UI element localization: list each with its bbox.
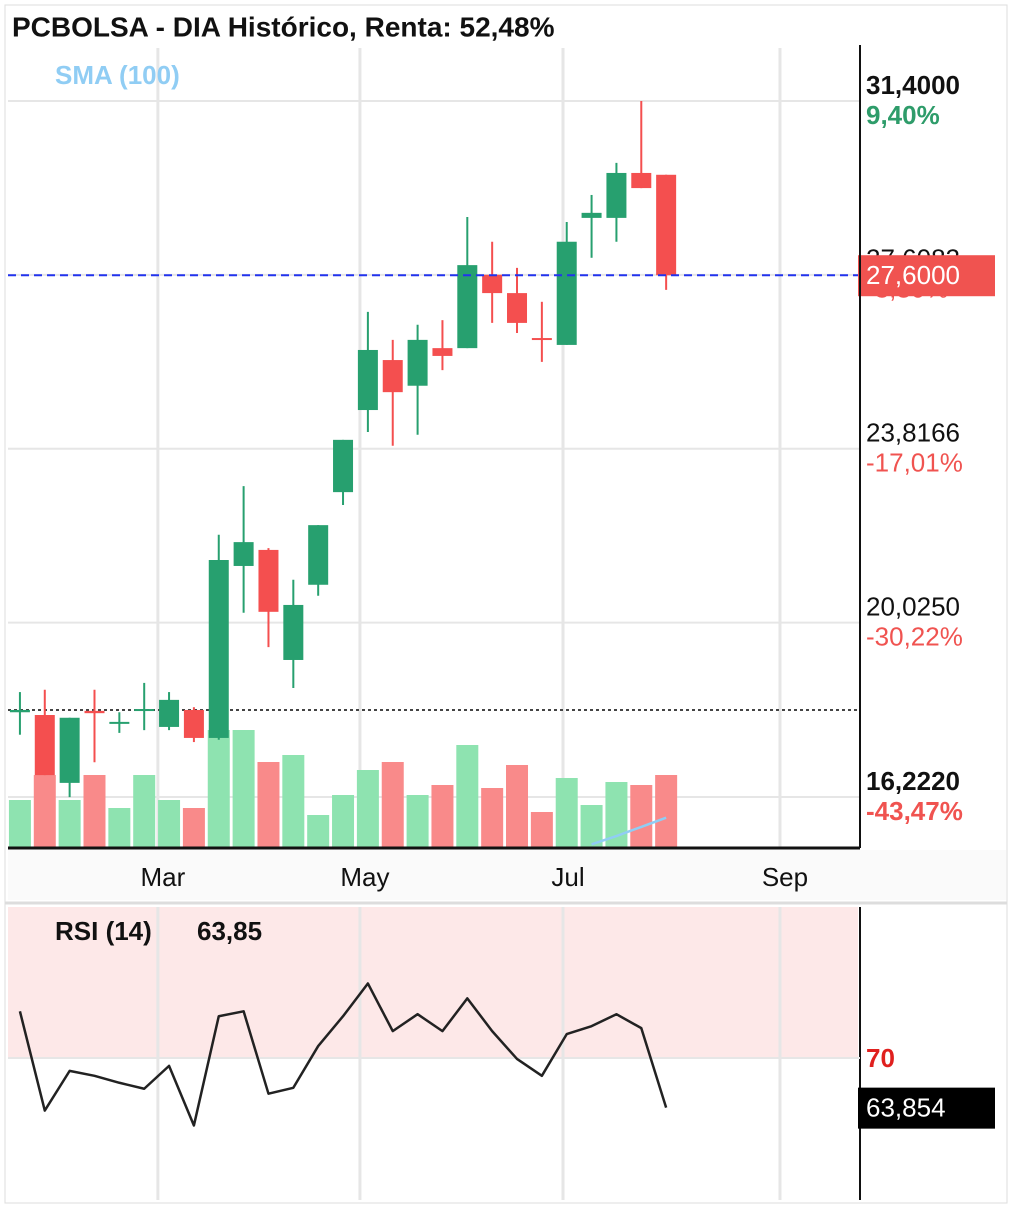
current-value-box	[858, 1087, 995, 1129]
candle-body	[9, 709, 30, 713]
volume-bar	[356, 770, 379, 848]
x-tick-label: May	[340, 862, 389, 892]
volume-bar	[83, 775, 106, 848]
candle-body	[606, 172, 627, 218]
candle-body	[556, 241, 577, 345]
candle-body	[308, 525, 329, 585]
rsi-title: RSI (14)	[55, 916, 152, 946]
volume-bar	[207, 730, 230, 848]
candle-body	[233, 542, 254, 566]
volume-bar	[381, 762, 404, 848]
y-tick-label: 20,0250	[866, 591, 960, 621]
candle-body	[333, 439, 354, 493]
volume-bar	[630, 785, 653, 848]
volume-bar	[307, 815, 330, 848]
volume-bar	[555, 778, 578, 848]
candle-body	[109, 721, 130, 724]
volume-bar	[506, 765, 529, 848]
candle-body	[59, 717, 80, 783]
chart-title: PCBOLSA - DIA Histórico, Renta: 52,48%	[12, 11, 555, 42]
volume-bar	[182, 808, 205, 848]
volume-bar	[580, 805, 603, 848]
volume-bar	[257, 762, 280, 848]
candle-body	[432, 348, 453, 356]
volume-bar	[332, 795, 355, 848]
candle-body	[457, 265, 478, 349]
candle-body	[84, 710, 105, 714]
candle-body	[482, 274, 503, 294]
candle-body	[283, 604, 304, 660]
candle-body	[407, 339, 428, 386]
volume-bar	[655, 775, 678, 848]
y-tick-label: 16,2220	[866, 766, 960, 796]
volume-bar	[58, 800, 81, 848]
x-tick-label: Sep	[762, 862, 808, 892]
y-tick-change: -17,01%	[866, 448, 963, 478]
x-tick-label: Mar	[140, 862, 185, 892]
current-value-label: 63,854	[866, 1093, 946, 1123]
volume-bar	[158, 800, 181, 848]
x-axis-strip	[8, 850, 1006, 900]
title-bar	[8, 8, 858, 48]
volume-bar	[108, 808, 131, 848]
volume-bar	[406, 795, 429, 848]
volume-bar	[282, 755, 305, 848]
y-tick-label: 70	[866, 1043, 895, 1073]
candle-body	[531, 338, 552, 341]
y-tick-change: -30,22%	[866, 621, 963, 651]
volume-bar	[530, 812, 553, 848]
volume-bar	[605, 782, 628, 848]
overbought-zone	[8, 907, 858, 1058]
volume-bar	[33, 775, 56, 848]
line-series	[591, 816, 667, 846]
candle-body	[34, 715, 55, 776]
rsi-panel: 70 RSI (14) 63,85 63,854	[8, 907, 995, 1200]
rsi-header-value: 63,85	[197, 916, 262, 946]
candle-body	[258, 549, 279, 612]
line-series	[18, 982, 668, 1127]
volume-bar	[232, 730, 255, 848]
candle-body	[357, 349, 378, 411]
y-tick-label: 23,8166	[866, 418, 960, 448]
price-panel: MarMayJulSep31,40009,40%27,6082-3,80%23,…	[8, 45, 995, 892]
last-price-box	[858, 255, 995, 297]
volume-bar	[8, 800, 31, 848]
x-tick-label: Jul	[551, 862, 584, 892]
y-tick-change: 9,40%	[866, 100, 940, 130]
candle-body	[183, 709, 204, 738]
candle-body	[159, 699, 180, 727]
candle-body	[656, 174, 677, 276]
volume-bar	[456, 745, 479, 848]
y-tick-label: 31,4000	[866, 70, 960, 100]
y-tick-change: -43,47%	[866, 796, 963, 826]
candle-body	[382, 360, 403, 393]
last-price-label: 27,6000	[866, 260, 960, 290]
volume-bar	[481, 788, 504, 848]
legend-entry: SMA (100)	[55, 60, 180, 90]
candle-body	[134, 709, 155, 712]
candle-body	[507, 293, 528, 323]
volume-bar	[431, 785, 454, 848]
candle-body	[208, 560, 229, 738]
candle-body	[631, 172, 652, 189]
volume-bar	[133, 775, 156, 848]
candle-body	[581, 212, 602, 218]
